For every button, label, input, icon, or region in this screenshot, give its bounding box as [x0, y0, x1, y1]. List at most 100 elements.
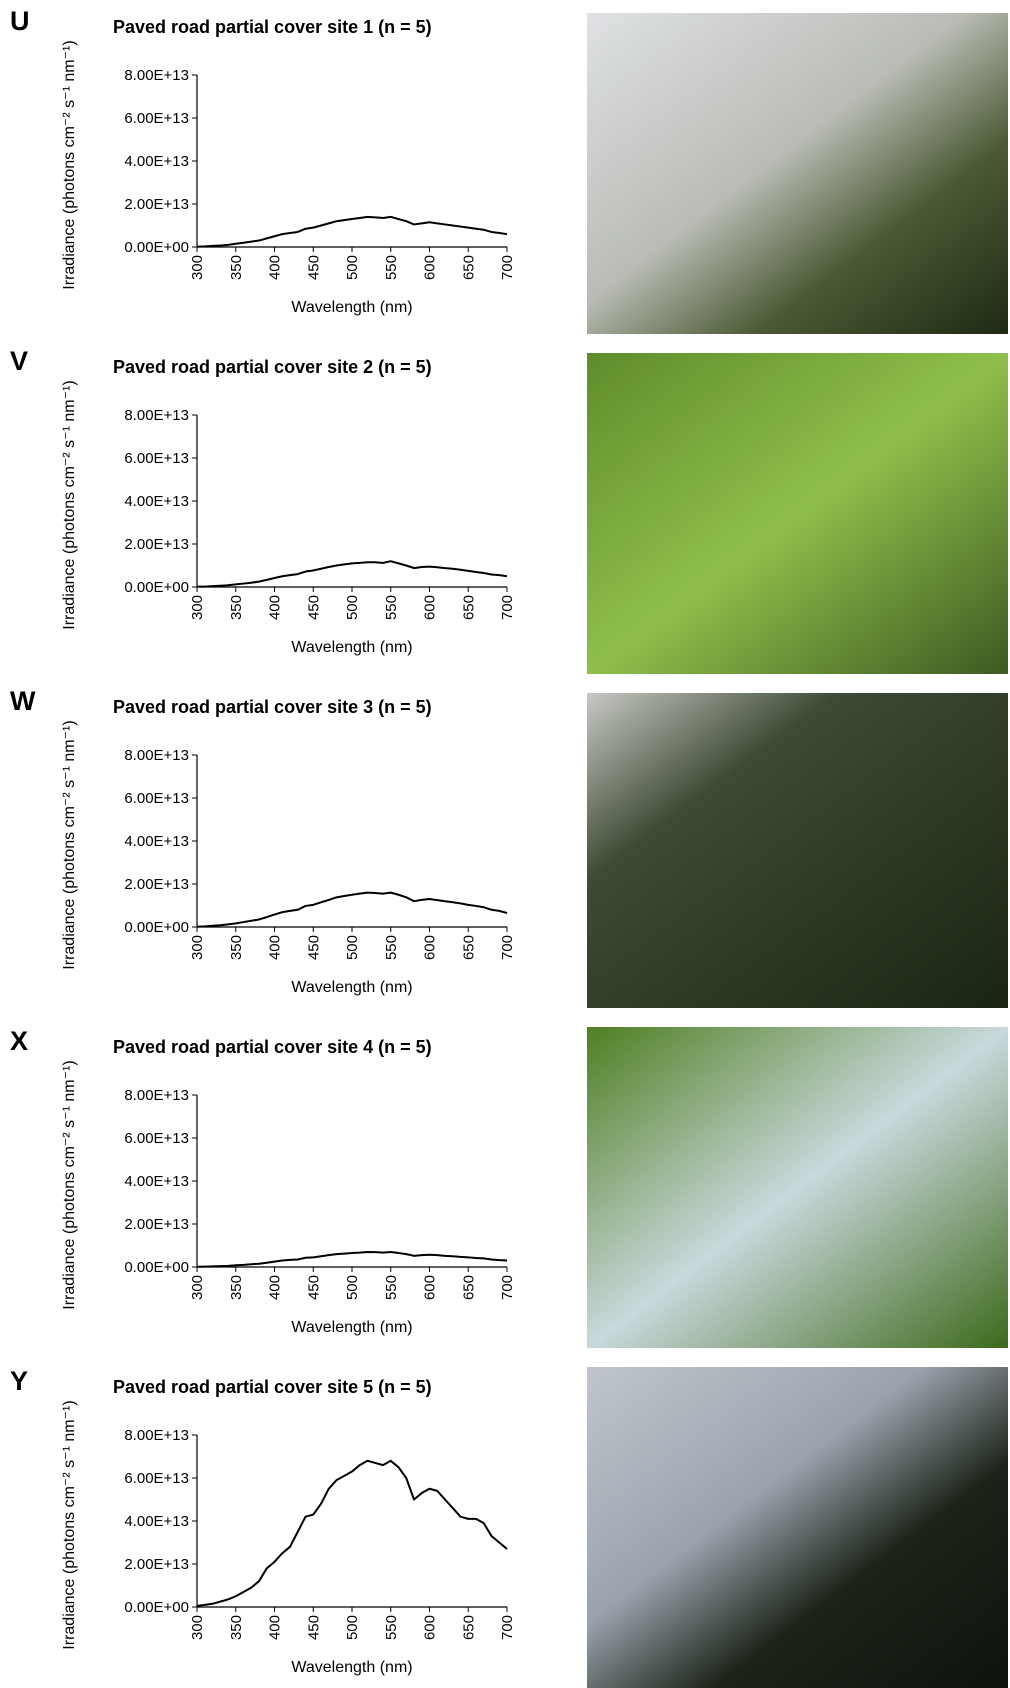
panel-label: W — [10, 686, 36, 716]
y-tick-label: 8.00E+13 — [124, 747, 189, 764]
chart-title: Paved road partial cover site 1 (n = 5) — [113, 17, 432, 37]
y-tick-label: 8.00E+13 — [124, 1427, 189, 1444]
data-line — [197, 1461, 507, 1606]
photo — [587, 1367, 1008, 1688]
data-line — [197, 893, 507, 927]
x-tick-label: 600 — [422, 935, 439, 960]
y-tick-label: 6.00E+13 — [124, 1470, 189, 1487]
x-tick-label: 650 — [460, 1275, 477, 1300]
data-line — [197, 561, 507, 586]
x-tick-label: 350 — [228, 1275, 245, 1300]
y-tick-label: 4.00E+13 — [124, 1173, 189, 1190]
x-tick-label: 700 — [499, 935, 516, 960]
x-tick-label: 300 — [189, 1275, 206, 1300]
y-tick-label: 2.00E+13 — [124, 1556, 189, 1573]
x-tick-label: 600 — [422, 1615, 439, 1640]
y-tick-label: 2.00E+13 — [124, 1216, 189, 1233]
photo — [587, 13, 1008, 334]
y-tick-label: 6.00E+13 — [124, 790, 189, 807]
x-tick-label: 350 — [228, 255, 245, 280]
x-tick-label: 450 — [305, 935, 322, 960]
y-tick-label: 2.00E+13 — [124, 876, 189, 893]
x-tick-label: 650 — [460, 1615, 477, 1640]
data-line — [197, 1252, 507, 1267]
panel-label: Y — [10, 1366, 28, 1396]
chart-title: Paved road partial cover site 3 (n = 5) — [113, 697, 432, 717]
data-line — [197, 217, 507, 247]
y-tick-label: 6.00E+13 — [124, 1130, 189, 1147]
x-tick-label: 700 — [499, 595, 516, 620]
y-tick-label: 0.00E+00 — [124, 1599, 189, 1616]
x-tick-label: 550 — [383, 935, 400, 960]
y-tick-label: 4.00E+13 — [124, 1513, 189, 1530]
y-axis-label: Irradiance (photons cm⁻² s⁻¹ nm⁻¹) — [61, 380, 78, 629]
y-tick-label: 6.00E+13 — [124, 110, 189, 127]
x-tick-label: 600 — [422, 255, 439, 280]
x-tick-label: 300 — [189, 255, 206, 280]
x-tick-label: 700 — [499, 255, 516, 280]
y-tick-label: 8.00E+13 — [124, 1087, 189, 1104]
y-axis-label: Irradiance (photons cm⁻² s⁻¹ nm⁻¹) — [61, 1400, 78, 1649]
chart-title: Paved road partial cover site 5 (n = 5) — [113, 1377, 432, 1397]
y-tick-label: 8.00E+13 — [124, 67, 189, 84]
x-tick-label: 600 — [422, 595, 439, 620]
x-tick-label: 300 — [189, 1615, 206, 1640]
x-tick-label: 450 — [305, 255, 322, 280]
photo — [587, 1027, 1008, 1348]
x-tick-label: 400 — [267, 255, 284, 280]
x-tick-label: 550 — [383, 1275, 400, 1300]
x-tick-label: 500 — [344, 595, 361, 620]
x-tick-label: 500 — [344, 1615, 361, 1640]
x-tick-label: 400 — [267, 1275, 284, 1300]
x-axis-label: Wavelength (nm) — [291, 1319, 412, 1336]
y-tick-label: 4.00E+13 — [124, 833, 189, 850]
y-tick-label: 2.00E+13 — [124, 196, 189, 213]
x-tick-label: 350 — [228, 935, 245, 960]
x-tick-label: 450 — [305, 1275, 322, 1300]
y-axis-label: Irradiance (photons cm⁻² s⁻¹ nm⁻¹) — [61, 1060, 78, 1309]
x-tick-label: 700 — [499, 1275, 516, 1300]
x-tick-label: 650 — [460, 935, 477, 960]
y-tick-label: 0.00E+00 — [124, 1259, 189, 1276]
x-tick-label: 400 — [267, 595, 284, 620]
x-tick-label: 350 — [228, 1615, 245, 1640]
x-tick-label: 300 — [189, 935, 206, 960]
y-axis-label: Irradiance (photons cm⁻² s⁻¹ nm⁻¹) — [61, 40, 78, 289]
y-axis-label: Irradiance (photons cm⁻² s⁻¹ nm⁻¹) — [61, 720, 78, 969]
x-tick-label: 500 — [344, 935, 361, 960]
y-tick-label: 4.00E+13 — [124, 493, 189, 510]
x-tick-label: 550 — [383, 1615, 400, 1640]
x-axis-label: Wavelength (nm) — [291, 639, 412, 656]
x-tick-label: 600 — [422, 1275, 439, 1300]
photo — [587, 353, 1008, 674]
chart-title: Paved road partial cover site 2 (n = 5) — [113, 357, 432, 377]
x-tick-label: 400 — [267, 935, 284, 960]
y-tick-label: 0.00E+00 — [124, 239, 189, 256]
x-tick-label: 500 — [344, 1275, 361, 1300]
x-tick-label: 450 — [305, 1615, 322, 1640]
chart-title: Paved road partial cover site 4 (n = 5) — [113, 1037, 432, 1057]
photo — [587, 693, 1008, 1008]
x-tick-label: 550 — [383, 255, 400, 280]
x-axis-label: Wavelength (nm) — [291, 979, 412, 996]
x-tick-label: 700 — [499, 1615, 516, 1640]
panel-label: X — [10, 1026, 28, 1056]
panel-label: U — [10, 6, 30, 36]
x-tick-label: 350 — [228, 595, 245, 620]
x-tick-label: 550 — [383, 595, 400, 620]
x-tick-label: 500 — [344, 255, 361, 280]
x-tick-label: 400 — [267, 1615, 284, 1640]
x-tick-label: 300 — [189, 595, 206, 620]
panel-label: V — [10, 346, 28, 376]
y-tick-label: 4.00E+13 — [124, 153, 189, 170]
x-tick-label: 650 — [460, 255, 477, 280]
y-tick-label: 0.00E+00 — [124, 919, 189, 936]
y-tick-label: 2.00E+13 — [124, 536, 189, 553]
x-axis-label: Wavelength (nm) — [291, 299, 412, 316]
x-tick-label: 650 — [460, 595, 477, 620]
y-tick-label: 8.00E+13 — [124, 407, 189, 424]
y-tick-label: 6.00E+13 — [124, 450, 189, 467]
x-tick-label: 450 — [305, 595, 322, 620]
x-axis-label: Wavelength (nm) — [291, 1659, 412, 1676]
figure: U Paved road partial cover site 1 (n = 5)… — [0, 0, 1010, 1688]
